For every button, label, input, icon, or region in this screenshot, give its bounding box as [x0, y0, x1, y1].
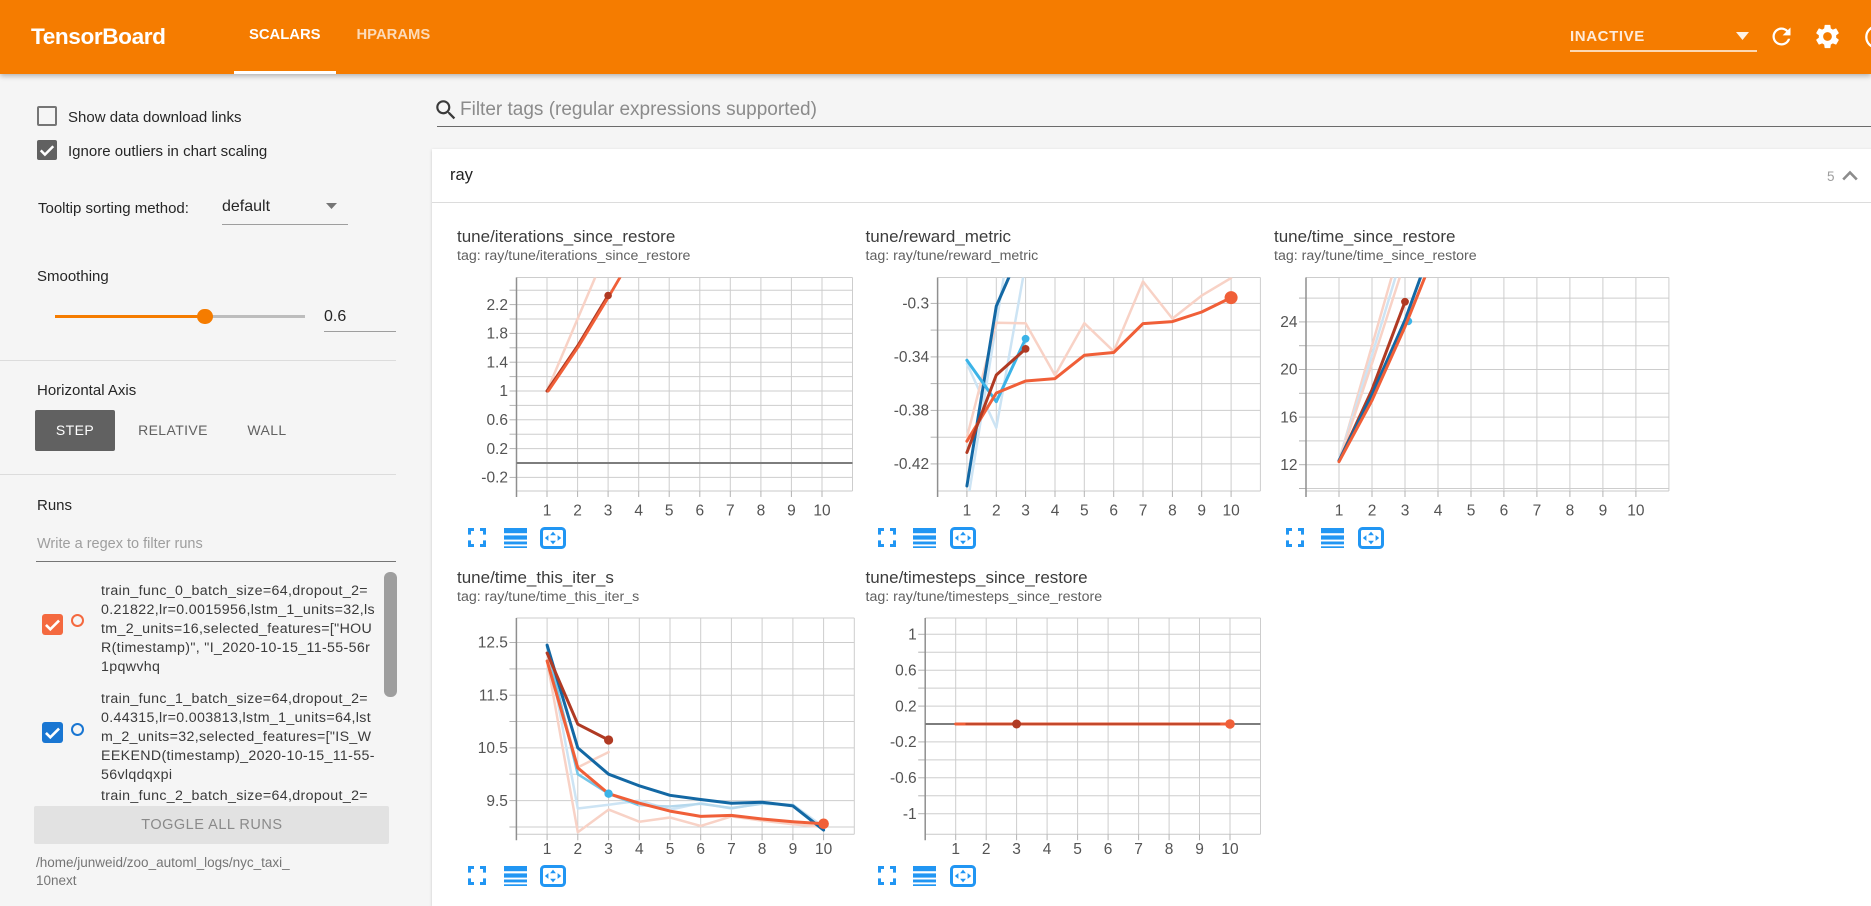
svg-text:-0.3: -0.3	[902, 296, 929, 313]
svg-text:11.5: 11.5	[479, 687, 508, 704]
svg-text:10: 10	[1627, 503, 1645, 520]
svg-text:3: 3	[1012, 841, 1021, 858]
svg-text:5: 5	[666, 841, 675, 858]
svg-text:5: 5	[1080, 503, 1089, 520]
svg-text:-0.2: -0.2	[890, 734, 917, 751]
svg-text:7: 7	[1134, 841, 1143, 858]
svg-text:20: 20	[1280, 362, 1298, 379]
svg-text:1.4: 1.4	[486, 354, 508, 371]
svg-text:6: 6	[1109, 503, 1118, 520]
svg-text:3: 3	[1401, 503, 1410, 520]
svg-text:-0.34: -0.34	[894, 349, 930, 366]
svg-text:8: 8	[1165, 841, 1174, 858]
svg-text:10: 10	[815, 841, 833, 858]
svg-text:-0.42: -0.42	[894, 456, 929, 473]
svg-text:1: 1	[963, 503, 972, 520]
svg-text:7: 7	[727, 841, 736, 858]
svg-text:16: 16	[1280, 409, 1297, 426]
svg-text:1: 1	[1335, 503, 1344, 520]
svg-text:1: 1	[951, 841, 960, 858]
svg-text:8: 8	[1566, 503, 1575, 520]
svg-text:9: 9	[1195, 841, 1204, 858]
svg-text:12: 12	[1280, 457, 1297, 474]
svg-text:0.6: 0.6	[895, 662, 917, 679]
svg-text:1: 1	[543, 503, 552, 520]
svg-text:2: 2	[1368, 503, 1377, 520]
svg-text:9: 9	[789, 841, 798, 858]
svg-text:5: 5	[1073, 841, 1082, 858]
svg-text:2: 2	[992, 503, 1001, 520]
svg-text:1: 1	[543, 841, 552, 858]
svg-text:-0.38: -0.38	[894, 403, 929, 420]
svg-text:24: 24	[1280, 314, 1298, 331]
svg-text:7: 7	[1139, 503, 1148, 520]
svg-text:9: 9	[1197, 503, 1206, 520]
svg-text:5: 5	[1467, 503, 1476, 520]
svg-text:0.2: 0.2	[486, 441, 508, 458]
svg-text:7: 7	[726, 503, 735, 520]
svg-text:12.5: 12.5	[478, 635, 508, 652]
svg-text:6: 6	[696, 841, 705, 858]
svg-text:8: 8	[757, 503, 766, 520]
svg-text:9.5: 9.5	[486, 793, 508, 810]
svg-text:8: 8	[1168, 503, 1177, 520]
svg-text:2: 2	[982, 841, 991, 858]
svg-text:6: 6	[1104, 841, 1113, 858]
svg-text:7: 7	[1533, 503, 1542, 520]
svg-text:9: 9	[787, 503, 796, 520]
svg-text:5: 5	[665, 503, 674, 520]
svg-text:10: 10	[813, 503, 831, 520]
svg-text:10: 10	[1221, 841, 1239, 858]
svg-text:3: 3	[604, 503, 613, 520]
svg-text:1: 1	[908, 627, 917, 644]
svg-text:2: 2	[573, 841, 582, 858]
svg-text:0.6: 0.6	[486, 412, 508, 429]
svg-text:8: 8	[758, 841, 767, 858]
svg-text:-0.2: -0.2	[481, 470, 508, 487]
svg-text:4: 4	[1051, 503, 1060, 520]
svg-text:6: 6	[1500, 503, 1509, 520]
svg-text:2: 2	[573, 503, 582, 520]
svg-text:1.8: 1.8	[486, 326, 508, 343]
svg-text:4: 4	[635, 841, 644, 858]
svg-text:10: 10	[1222, 503, 1240, 520]
svg-text:3: 3	[604, 841, 613, 858]
svg-text:10.5: 10.5	[478, 740, 508, 757]
svg-text:9: 9	[1599, 503, 1608, 520]
svg-text:4: 4	[1434, 503, 1443, 520]
svg-text:3: 3	[1021, 503, 1030, 520]
svg-text:2.2: 2.2	[486, 297, 508, 314]
svg-text:4: 4	[634, 503, 643, 520]
svg-text:4: 4	[1043, 841, 1052, 858]
svg-text:-0.6: -0.6	[890, 770, 917, 787]
svg-text:1: 1	[499, 383, 508, 400]
svg-text:6: 6	[695, 503, 704, 520]
svg-text:-1: -1	[903, 806, 917, 823]
svg-text:0.2: 0.2	[895, 698, 917, 715]
